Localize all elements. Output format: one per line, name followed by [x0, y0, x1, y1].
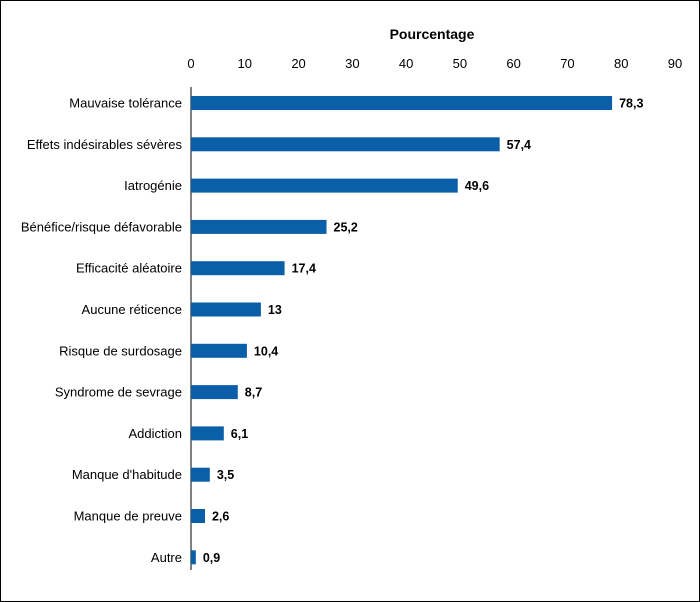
category-label: Effets indésirables sévères [27, 137, 183, 152]
category-label: Efficacité aléatoire [76, 261, 182, 276]
category-label: Mauvaise tolérance [69, 96, 182, 111]
value-label: 57,4 [507, 138, 531, 152]
x-tick-label: 90 [668, 56, 682, 71]
bar [191, 178, 458, 193]
bar [191, 302, 261, 317]
bar [191, 261, 285, 276]
value-label: 13 [268, 303, 282, 317]
value-label: 6,1 [231, 427, 248, 441]
category-label: Addiction [129, 426, 182, 441]
category-label: Bénéfice/risque défavorable [21, 219, 182, 234]
value-label: 2,6 [212, 510, 229, 524]
value-label: 49,6 [465, 179, 489, 193]
bars-group: Mauvaise tolérance 78,3 Effets indésirable… [21, 96, 644, 565]
bar [191, 385, 238, 400]
value-label: 8,7 [245, 386, 262, 400]
value-label: 25,2 [334, 220, 358, 234]
x-tick-label: 70 [560, 56, 574, 71]
x-tick-label: 30 [345, 56, 359, 71]
bar [191, 343, 247, 358]
x-axis-ticks: 0 10 20 30 40 50 60 70 80 90 [187, 56, 682, 71]
category-label: Manque d'habitude [72, 467, 182, 482]
category-label: Iatrogénie [124, 178, 182, 193]
x-tick-label: 50 [453, 56, 467, 71]
x-tick-label: 10 [238, 56, 252, 71]
x-tick-label: 80 [614, 56, 628, 71]
bar [191, 550, 196, 565]
x-axis-title: Pourcentage [390, 26, 475, 42]
x-tick-label: 0 [187, 56, 194, 71]
bar [191, 426, 224, 441]
bar [191, 467, 210, 482]
value-label: 17,4 [292, 262, 316, 276]
value-label: 78,3 [619, 97, 643, 111]
bar [191, 509, 205, 523]
category-label: Manque de preuve [74, 509, 182, 524]
bar [191, 137, 500, 152]
x-tick-label: 20 [291, 56, 305, 71]
value-label: 10,4 [254, 344, 278, 358]
category-label: Syndrome de sevrage [55, 385, 182, 400]
x-tick-label: 60 [506, 56, 520, 71]
bar [191, 219, 327, 234]
category-label: Aucune réticence [82, 302, 182, 317]
value-label: 3,5 [217, 468, 234, 482]
value-label: 0,9 [203, 551, 220, 565]
bar [191, 96, 613, 110]
category-label: Risque de surdosage [59, 343, 182, 358]
category-label: Autre [151, 550, 182, 565]
x-tick-label: 40 [399, 56, 413, 71]
